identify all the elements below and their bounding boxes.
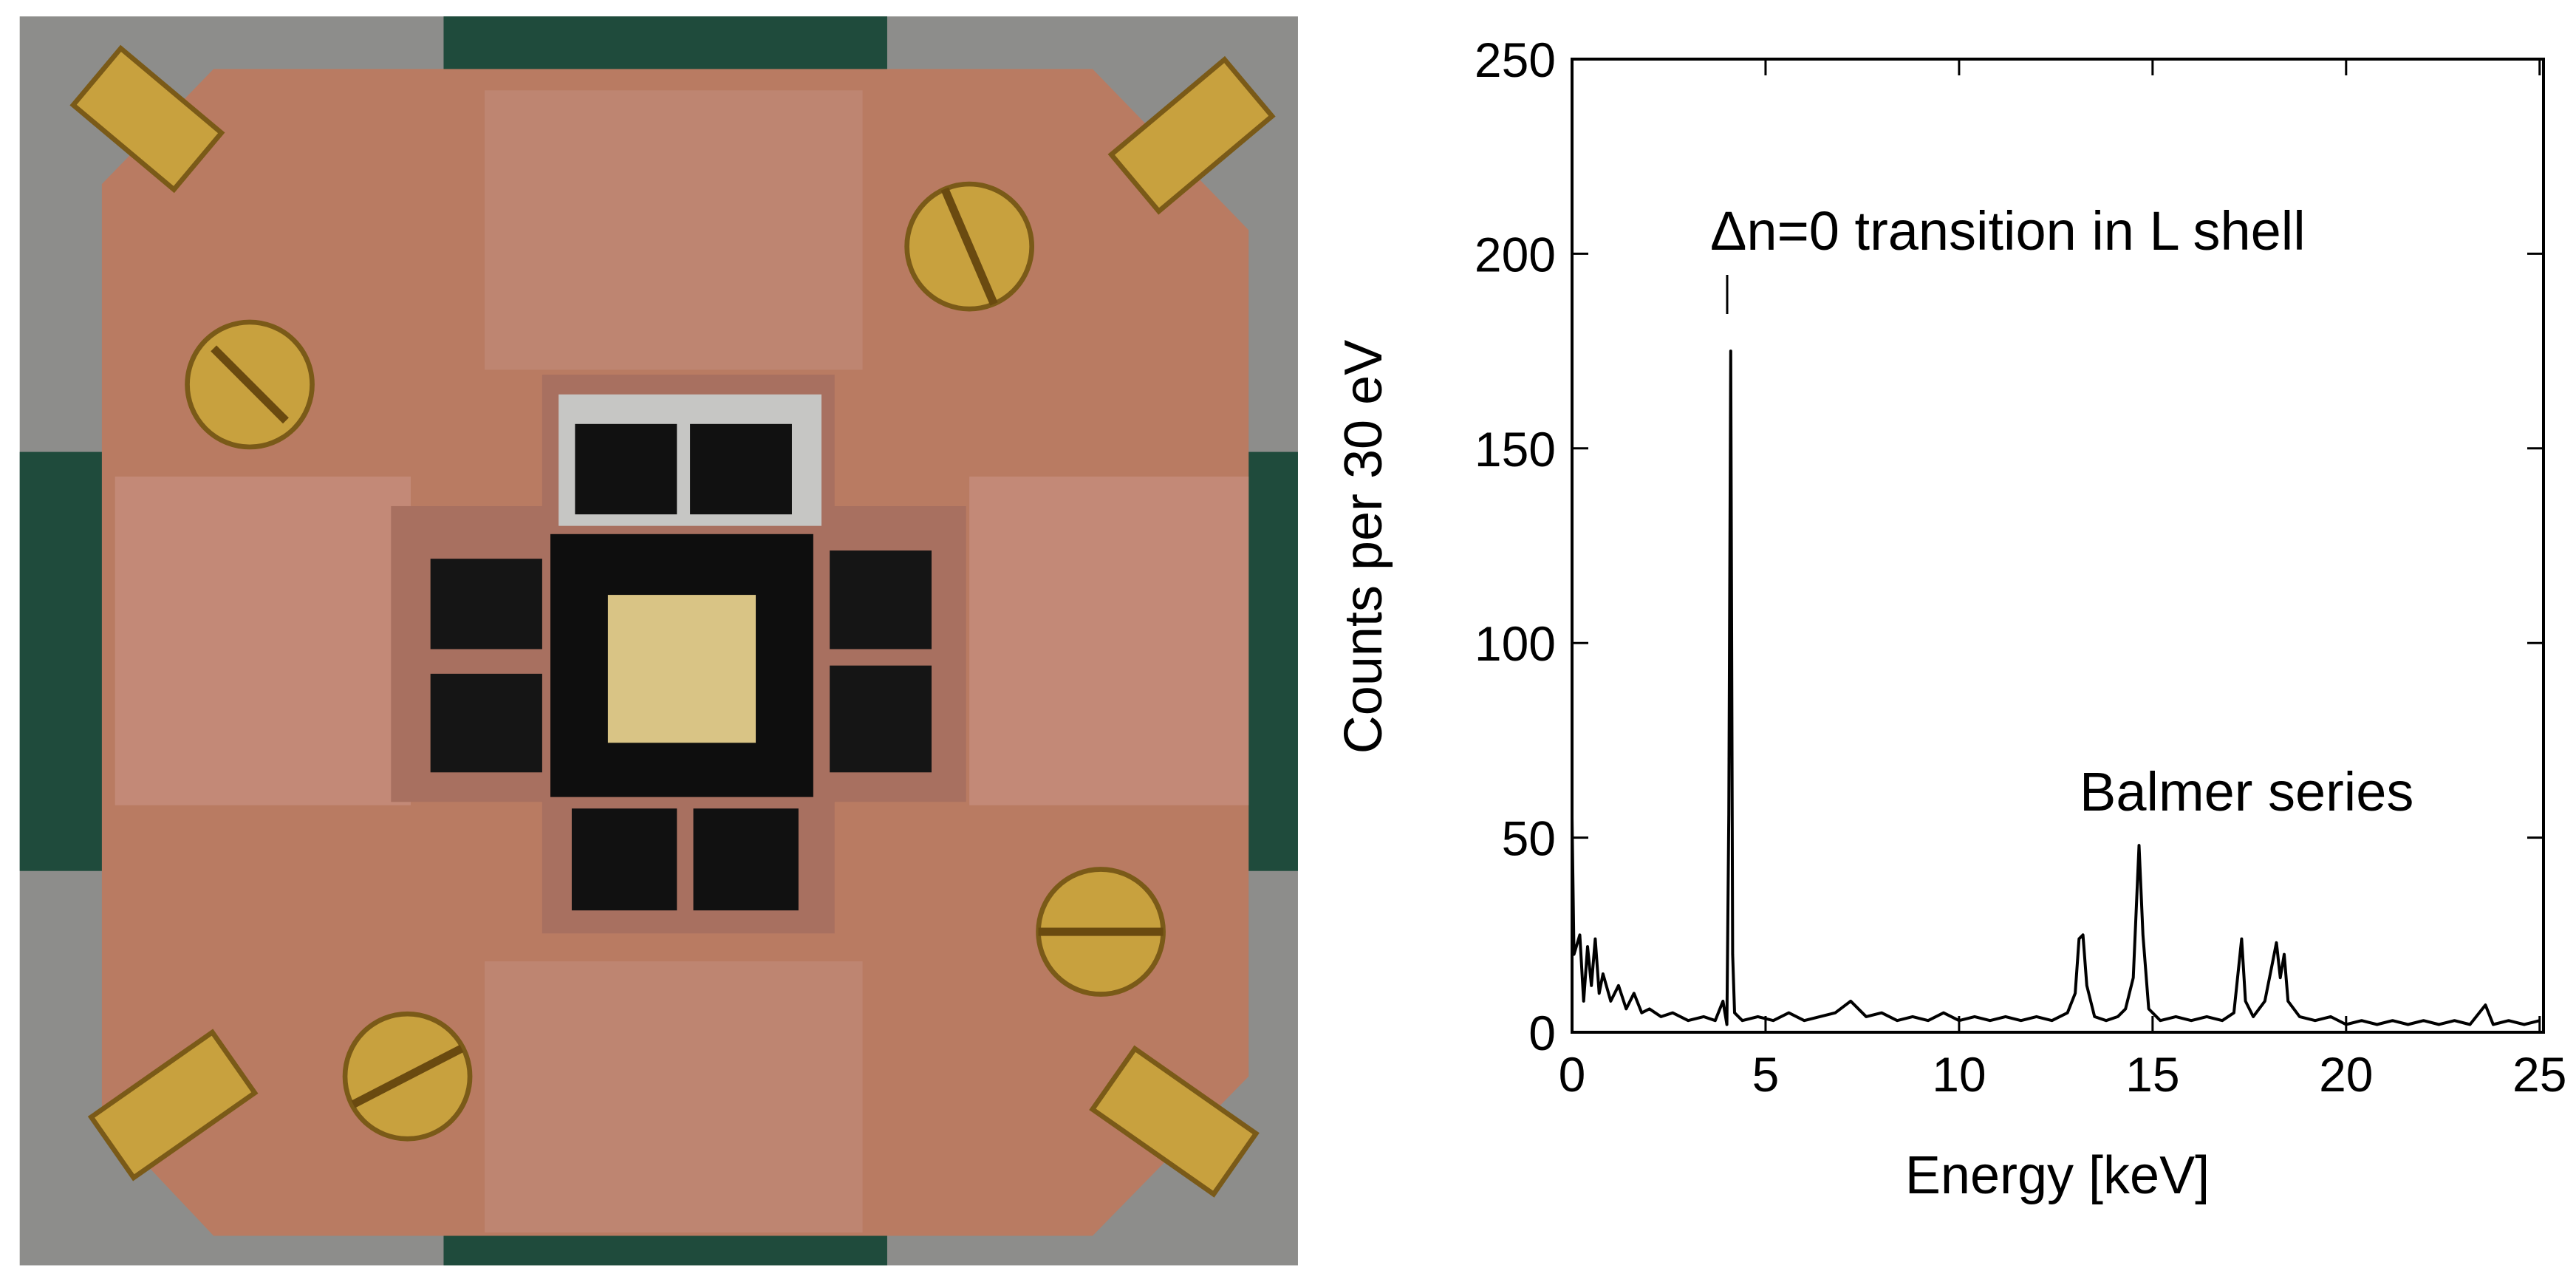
traces	[485, 90, 863, 370]
die	[690, 423, 792, 515]
die	[830, 550, 932, 649]
y-tick-label: 100	[1475, 616, 1556, 671]
annotation: Δn=0 transition in L shell	[1710, 200, 2306, 262]
y-tick-label: 250	[1475, 33, 1556, 87]
x-tick-label: 10	[1932, 1047, 1986, 1102]
pixel-array	[607, 595, 756, 743]
traces	[969, 476, 1249, 805]
y-tick-label: 200	[1475, 227, 1556, 282]
y-axis-title: Counts per 30 eV	[1334, 340, 1393, 754]
annotation: Balmer series	[2080, 761, 2413, 822]
traces	[115, 476, 411, 805]
y-tick-label: 0	[1528, 1006, 1556, 1060]
plot-frame	[1571, 58, 2545, 1034]
y-tick-label: 50	[1502, 811, 1556, 866]
die	[571, 808, 677, 911]
x-axis-title: Energy [keV]	[1905, 1146, 2210, 1205]
die	[830, 665, 932, 773]
die	[430, 559, 542, 649]
die	[430, 673, 542, 773]
die	[693, 808, 799, 911]
y-tick-label: 150	[1475, 422, 1556, 477]
x-tick-label: 25	[2512, 1047, 2566, 1102]
x-tick-label: 0	[1559, 1047, 1586, 1102]
traces	[485, 961, 863, 1232]
detector-photo	[19, 16, 1298, 1266]
screw-slots	[211, 187, 1164, 1108]
x-tick-label: 20	[2319, 1047, 2373, 1102]
die	[575, 423, 677, 515]
spectrum-line	[1571, 350, 2541, 1026]
x-tick-label: 5	[1752, 1047, 1780, 1102]
x-tick-label: 15	[2125, 1047, 2179, 1102]
